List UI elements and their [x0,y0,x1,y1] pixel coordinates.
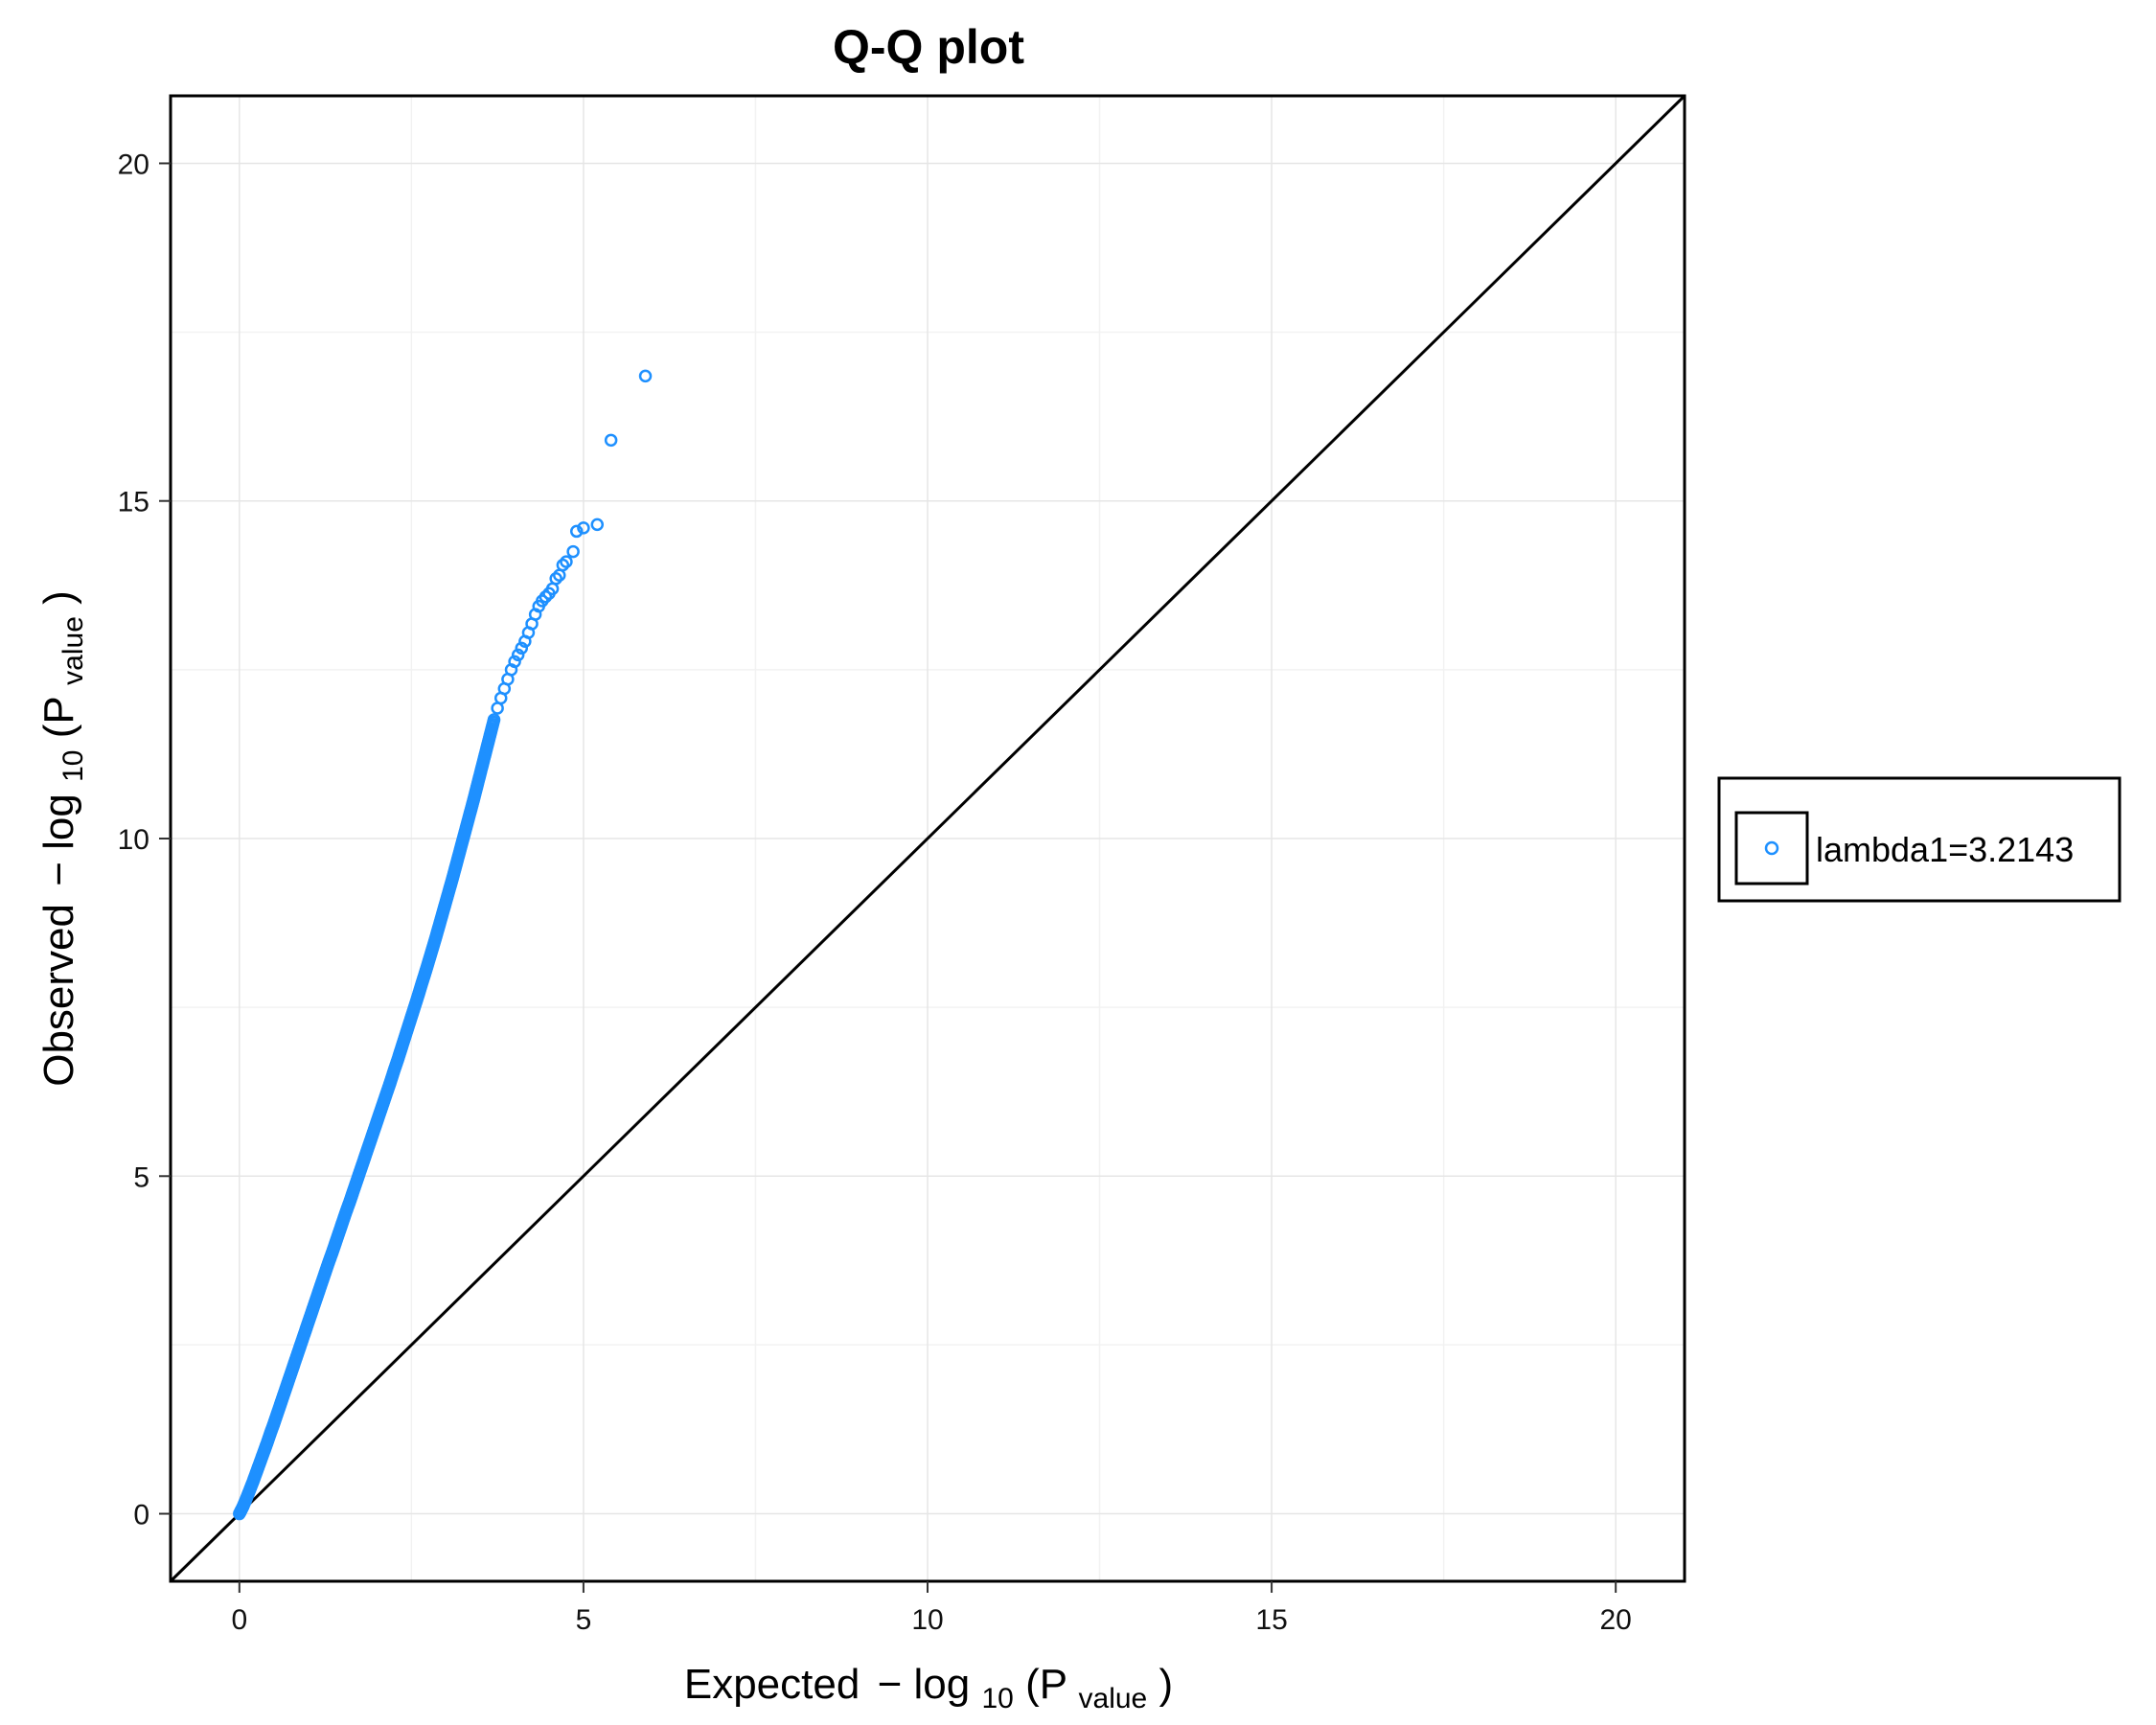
y-tick-label: 15 [118,487,149,518]
x-axis-title: Expected − log 10 (P value ) [684,1661,1173,1717]
legend-key-box [1734,811,1809,886]
y-axis-ticks: 0 5 10 15 20 [118,149,171,1531]
y-tick-label: 10 [118,824,149,856]
legend-entry-label: lambda1=3.2143 [1816,830,2074,869]
y-tick-label: 20 [118,149,149,180]
data-point [511,648,525,662]
x-axis-title-log: log [914,1661,971,1708]
data-point [569,524,584,539]
x-axis-ticks: 0 5 10 15 20 [231,1581,1632,1636]
legend: lambda1=3.2143 [1717,776,2122,903]
x-axis-title-prefix: Expected [684,1661,860,1708]
data-point [577,521,590,535]
plot-panel [169,94,1686,1583]
x-tick-label: 10 [911,1604,943,1636]
y-tick-label: 0 [133,1500,149,1531]
data-point [566,544,580,559]
x-tick-label: 0 [231,1604,247,1636]
data-point [487,713,501,726]
y-axis-title-subscript: value [57,616,89,685]
data-point [560,555,573,568]
data-point [604,433,618,448]
x-axis-title-paren-open: (P [1025,1661,1067,1708]
data-point [638,369,653,383]
x-tick-label: 20 [1599,1604,1631,1636]
y-axis-title-paren-open: (P [35,697,82,738]
y-tick-label: 5 [133,1162,149,1193]
x-tick-label: 15 [1255,1604,1287,1636]
data-point [549,572,562,586]
y-axis-title-paren-close: ) [35,590,82,605]
x-axis-title-minus: − [878,1661,903,1708]
y-axis-title-prefix: Observed [35,904,82,1087]
x-axis-title-subscript: value [1079,1683,1148,1714]
data-point [556,558,570,572]
data-point [508,655,521,669]
x-tick-label: 5 [576,1604,592,1636]
data-point [515,641,529,656]
x-axis-title-paren-close: ) [1158,1661,1173,1708]
y-axis-title-log-base: 10 [57,750,89,782]
data-points [233,369,653,1521]
data-point [539,590,553,604]
y-axis-title-minus: − [35,862,82,886]
legend-marker-icon [1764,840,1779,856]
data-point [590,518,605,532]
y-axis-title-log: log [35,794,82,850]
reference-line [169,94,1686,1583]
x-axis-title-log-base: 10 [981,1683,1013,1714]
chart-title: Q-Q plot [833,20,1024,74]
y-axis-title: Observed − log 10 (P value ) [35,590,92,1087]
